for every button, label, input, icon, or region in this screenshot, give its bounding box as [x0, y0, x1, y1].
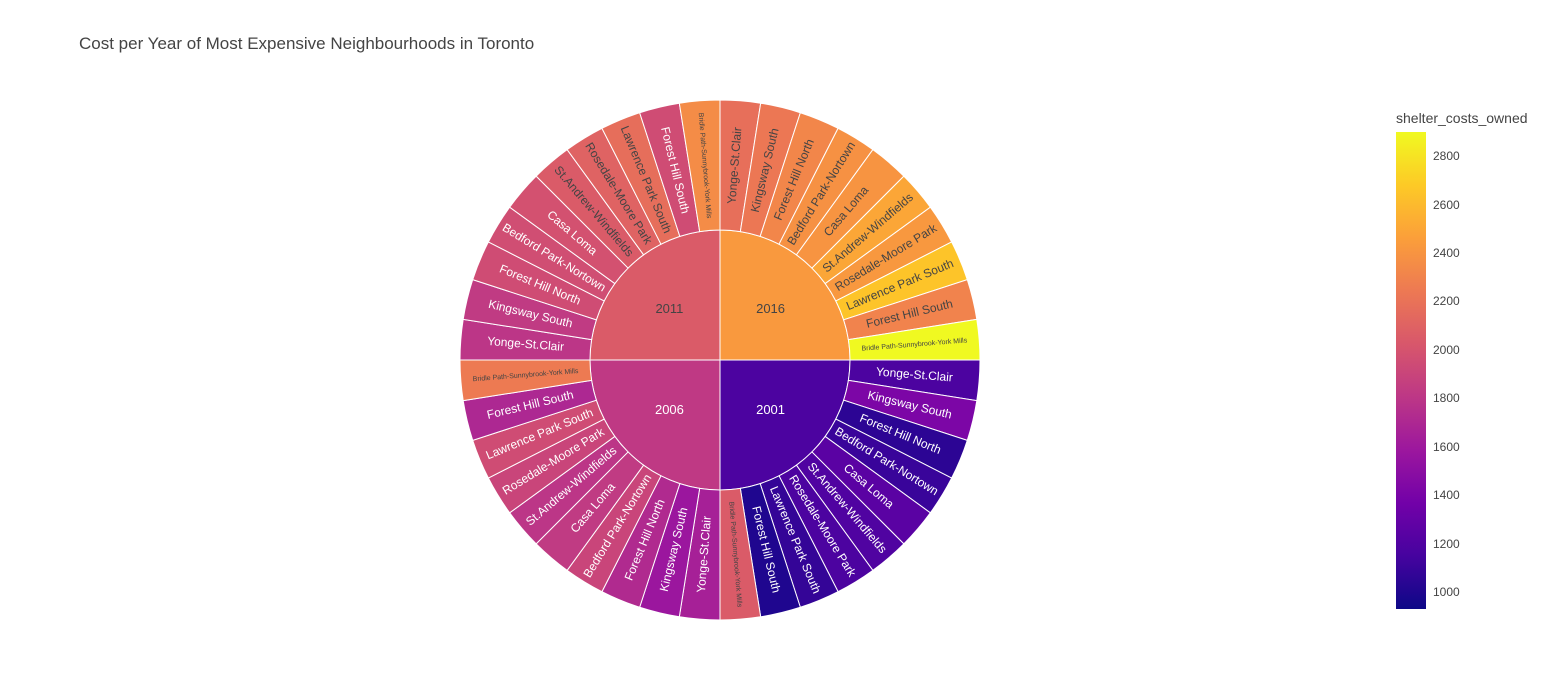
slice-2011-yonge-st-clair[interactable] — [459, 318, 593, 361]
slice-2011-lawrence-park-south[interactable] — [601, 112, 681, 245]
colorbar-tick-label: 2000 — [1433, 342, 1460, 357]
slice-2001-forest-hill-south[interactable] — [739, 483, 801, 618]
year-label-2011: 2011 — [655, 301, 683, 316]
colorbar-tick-label: 2800 — [1433, 149, 1460, 164]
colorbar-tick-label: 1800 — [1433, 391, 1460, 406]
slice-2011-st-andrew-windfields[interactable] — [535, 148, 645, 269]
slice-2006-yonge-st-clair[interactable] — [678, 487, 721, 621]
slice-2006-forest-hill-north[interactable] — [601, 475, 681, 608]
colorbar — [1396, 132, 1426, 609]
slice-2001-st-andrew-windfields[interactable] — [795, 451, 905, 572]
slice-2011-kingsway-south[interactable] — [462, 279, 597, 341]
colorbar-tick-label: 2400 — [1433, 246, 1460, 261]
colorbar-tick-label: 1200 — [1433, 536, 1460, 551]
slice-2006-bedford-park-nortown[interactable] — [566, 464, 662, 593]
slice-2011-forest-hill-north[interactable] — [472, 241, 605, 321]
slice-2016-forest-hill-north[interactable] — [759, 112, 839, 245]
slice-2011-bridle-path-sunnybrook-york-mills[interactable] — [678, 99, 721, 233]
slice-2006-forest-hill-south[interactable] — [462, 379, 597, 441]
colorbar-tick-label: 1600 — [1433, 439, 1460, 454]
colorbar-title: shelter_costs_owned — [1396, 110, 1528, 126]
year-label-2001: 2001 — [756, 402, 785, 417]
slice-2001-rosedale-moore-park[interactable] — [778, 464, 874, 593]
slice-2011-rosedale-moore-park[interactable] — [566, 127, 662, 256]
slice-2006-casa-loma[interactable] — [535, 451, 645, 572]
slice-2016-lawrence-park-south[interactable] — [835, 241, 968, 321]
slice-2006-bridle-path-sunnybrook-york-mills[interactable] — [459, 359, 593, 402]
slice-2016-kingsway-south[interactable] — [739, 102, 801, 237]
slice-2006-kingsway-south[interactable] — [639, 483, 701, 618]
slice-2006-lawrence-park-south[interactable] — [472, 399, 605, 479]
slice-2016-yonge-st-clair[interactable] — [719, 99, 762, 233]
slice-2001-lawrence-park-south[interactable] — [759, 475, 839, 608]
slice-2001-bridle-path-sunnybrook-york-mills[interactable] — [719, 487, 762, 621]
colorbar-tick-label: 2200 — [1433, 294, 1460, 309]
slice-2016-rosedale-moore-park[interactable] — [824, 206, 953, 302]
slice-2011-bedford-park-nortown[interactable] — [487, 206, 616, 302]
slice-2016-bedford-park-nortown[interactable] — [778, 127, 874, 256]
slice-2006-st-andrew-windfields[interactable] — [508, 435, 629, 545]
slice-label-2016-yonge-st-clair: Yonge-St.Clair — [724, 127, 744, 205]
year-label-2006: 2006 — [655, 402, 684, 417]
slice-2016-forest-hill-south[interactable] — [843, 279, 978, 341]
slice-2001-bedford-park-nortown[interactable] — [824, 418, 953, 514]
slice-2016-st-andrew-windfields[interactable] — [811, 175, 932, 285]
colorbar-tick-label: 1400 — [1433, 488, 1460, 503]
slice-2001-casa-loma[interactable] — [811, 435, 932, 545]
chart-title: Cost per Year of Most Expensive Neighbou… — [79, 34, 535, 53]
slice-label-2001-yonge-st-clair: Yonge-St.Clair — [876, 364, 954, 384]
slice-2016-casa-loma[interactable] — [795, 148, 905, 269]
slice-2001-kingsway-south[interactable] — [843, 379, 978, 441]
slice-2006-rosedale-moore-park[interactable] — [487, 418, 616, 514]
slice-label-2011-yonge-st-clair: Yonge-St.Clair — [487, 334, 565, 354]
colorbar-tick-label: 2600 — [1433, 197, 1460, 212]
slice-2001-forest-hill-north[interactable] — [835, 399, 968, 479]
slice-2011-casa-loma[interactable] — [508, 175, 629, 285]
slice-label-2006-yonge-st-clair: Yonge-St.Clair — [694, 515, 714, 593]
colorbar-tick-label: 1000 — [1433, 585, 1460, 600]
year-ring: 2001 2006 2011 2016 — [589, 229, 851, 491]
slice-2011-forest-hill-south[interactable] — [639, 102, 701, 237]
slice-2016-bridle-path-sunnybrook-york-mills[interactable] — [847, 318, 981, 361]
year-label-2016: 2016 — [756, 301, 785, 316]
